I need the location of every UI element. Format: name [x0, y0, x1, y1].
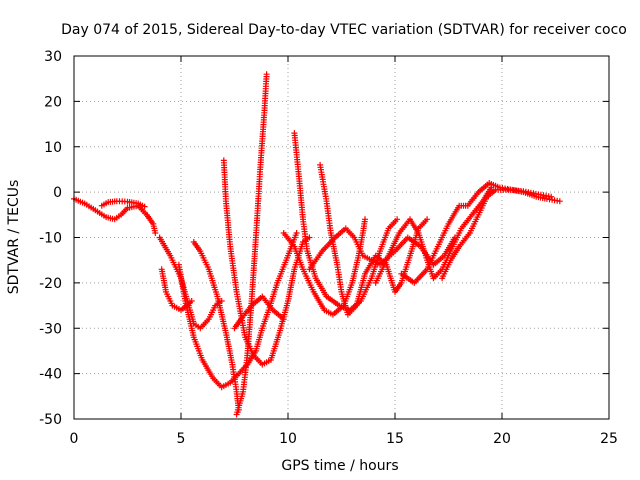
- y-tick-label: 20: [44, 94, 62, 110]
- series-track-2: [98, 198, 148, 210]
- x-tick-label: 25: [600, 431, 618, 447]
- x-tick-label: 20: [493, 431, 511, 447]
- series-track-4: [158, 266, 195, 314]
- series-track-7: [220, 157, 313, 368]
- x-tick-label: 15: [386, 431, 404, 447]
- series-markers: [439, 186, 555, 282]
- y-tick-label: 0: [53, 185, 62, 201]
- grid-layer: [74, 56, 609, 419]
- series-track-10: [291, 130, 401, 314]
- series-track-8: [231, 293, 287, 332]
- series-markers: [98, 198, 148, 210]
- y-tick-label: -30: [39, 321, 62, 337]
- series-markers: [372, 184, 495, 286]
- y-tick-label: -10: [39, 231, 62, 247]
- series-track-13: [372, 184, 495, 286]
- series-markers: [158, 266, 195, 314]
- series-markers: [306, 225, 458, 273]
- tick-layer: 0 5 10 15 20 25 -50 -40 -30 -20 -10 0 10 20 30: [39, 49, 618, 447]
- y-axis-label: SDTVAR / TECUs: [6, 180, 22, 295]
- x-tick-label: 5: [177, 431, 186, 447]
- y-tick-label: 10: [44, 140, 62, 156]
- series-track-15: [439, 186, 555, 282]
- y-tick-label: 30: [44, 49, 62, 65]
- series-markers: [231, 293, 287, 332]
- chart-title: Day 074 of 2015, Sidereal Day-to-day VTE…: [61, 22, 627, 38]
- y-tick-label: -20: [39, 276, 62, 292]
- x-tick-label: 10: [279, 431, 297, 447]
- y-tick-label: -50: [39, 412, 62, 428]
- series-track-12: [306, 225, 458, 273]
- y-tick-label: -40: [39, 367, 62, 383]
- series-layer: [71, 71, 563, 418]
- x-axis-label: GPS time / hours: [281, 458, 398, 474]
- x-tick-label: 0: [70, 431, 79, 447]
